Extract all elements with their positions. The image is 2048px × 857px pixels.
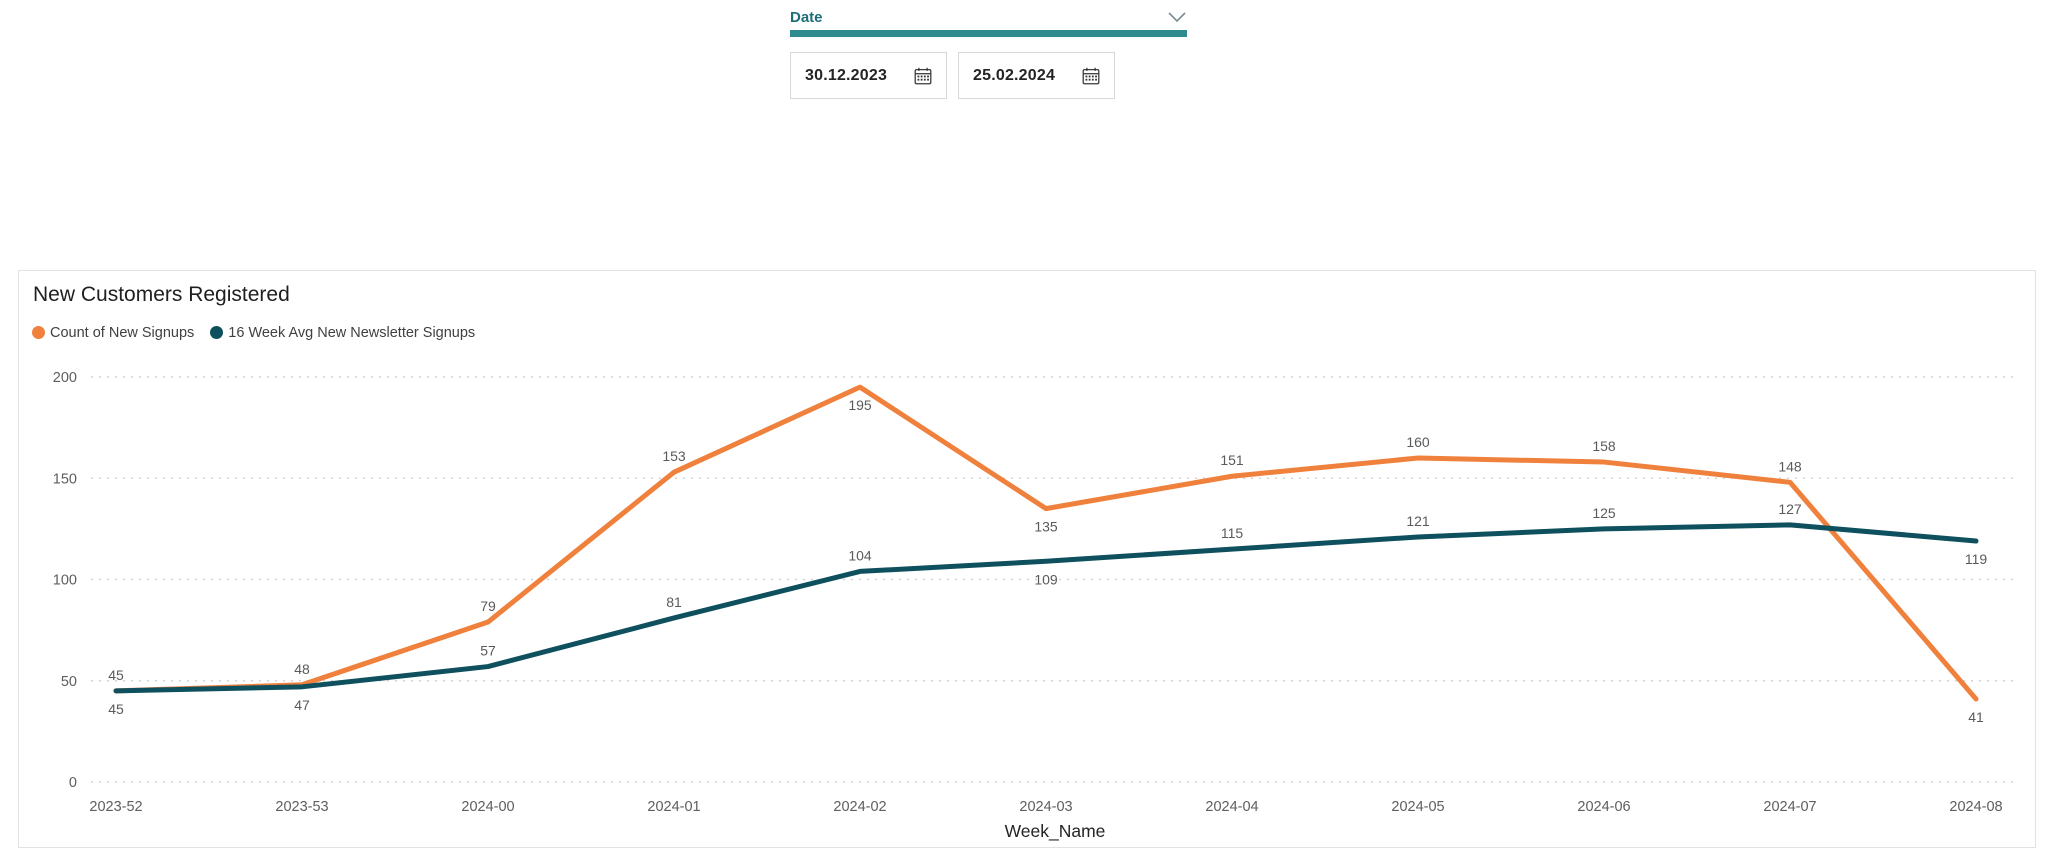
legend-dot-icon bbox=[210, 326, 224, 339]
data-label: 153 bbox=[662, 448, 686, 464]
x-tick-label: 2024-04 bbox=[1205, 799, 1258, 815]
data-label: 135 bbox=[1034, 519, 1058, 535]
data-label: 41 bbox=[1968, 709, 1984, 725]
x-axis-title: Week_Name bbox=[1005, 821, 1106, 842]
y-tick-label: 200 bbox=[53, 370, 77, 386]
data-label: 158 bbox=[1592, 438, 1616, 454]
data-label: 48 bbox=[294, 661, 310, 677]
date-slicer-accent-bar bbox=[790, 30, 1187, 37]
data-label: 115 bbox=[1221, 525, 1244, 541]
data-label: 79 bbox=[480, 598, 496, 614]
x-tick-label: 2024-03 bbox=[1019, 799, 1072, 815]
calendar-icon[interactable] bbox=[912, 65, 934, 87]
data-label: 148 bbox=[1778, 458, 1802, 474]
y-tick-label: 100 bbox=[53, 573, 77, 589]
start-date-field[interactable]: 30.12.2023 bbox=[790, 52, 947, 99]
x-tick-label: 2024-00 bbox=[461, 799, 514, 815]
y-tick-label: 150 bbox=[53, 471, 77, 487]
data-label: 45 bbox=[108, 667, 124, 683]
date-slicer: Date 30.12.2023 25.02.2024 bbox=[790, 6, 1187, 99]
date-slicer-header: Date bbox=[790, 6, 1187, 28]
data-label: 104 bbox=[848, 547, 872, 563]
chart-legend: Count of New Signups 16 Week Avg New News… bbox=[32, 325, 2035, 341]
legend-item-0[interactable]: Count of New Signups bbox=[32, 325, 194, 341]
x-tick-label: 2023-53 bbox=[275, 799, 328, 815]
x-tick-label: 2024-08 bbox=[1949, 799, 2002, 815]
legend-label: Count of New Signups bbox=[50, 324, 195, 341]
data-label: 151 bbox=[1220, 452, 1244, 468]
line-chart[interactable]: 0 50 100 150 200 45 48 79 153 195 135 151 160 158 148 4… bbox=[19, 370, 2037, 845]
data-label: 127 bbox=[1778, 501, 1802, 517]
y-tick-label: 0 bbox=[69, 775, 77, 791]
data-label: 195 bbox=[848, 397, 872, 413]
date-range-row: 30.12.2023 25.02.2024 bbox=[790, 52, 1187, 99]
legend-dot-icon bbox=[32, 326, 45, 339]
calendar-icon[interactable] bbox=[1080, 65, 1102, 87]
legend-label: 16 Week Avg New Newsletter Signups bbox=[228, 324, 476, 341]
x-tick-label: 2024-05 bbox=[1391, 799, 1444, 815]
data-label: 160 bbox=[1406, 434, 1430, 450]
end-date-value: 25.02.2024 bbox=[973, 66, 1056, 84]
chart-card: New Customers Registered Count of New Si… bbox=[18, 270, 2036, 848]
end-date-field[interactable]: 25.02.2024 bbox=[958, 52, 1115, 99]
x-tick-label: 2024-07 bbox=[1763, 799, 1816, 815]
chevron-down-icon[interactable] bbox=[1167, 11, 1187, 23]
legend-item-1[interactable]: 16 Week Avg New Newsletter Signups bbox=[210, 325, 475, 341]
data-label: 57 bbox=[480, 643, 496, 659]
date-slicer-label: Date bbox=[790, 8, 823, 26]
x-tick-label: 2024-06 bbox=[1577, 799, 1630, 815]
series-line-0[interactable] bbox=[113, 384, 1979, 702]
data-label: 45 bbox=[108, 701, 124, 717]
x-tick-label: 2024-01 bbox=[647, 799, 700, 815]
data-label: 47 bbox=[294, 697, 310, 713]
chart-title: New Customers Registered bbox=[33, 283, 290, 306]
data-label: 109 bbox=[1034, 571, 1058, 587]
x-tick-label: 2023-52 bbox=[89, 799, 142, 815]
data-label: 125 bbox=[1592, 505, 1616, 521]
series-line-1[interactable] bbox=[113, 522, 1979, 694]
data-label: 119 bbox=[1965, 551, 1988, 567]
start-date-value: 30.12.2023 bbox=[805, 66, 888, 84]
data-label: 81 bbox=[666, 594, 682, 610]
y-tick-label: 50 bbox=[61, 674, 77, 690]
x-tick-label: 2024-02 bbox=[833, 799, 886, 815]
data-label: 121 bbox=[1406, 513, 1430, 529]
